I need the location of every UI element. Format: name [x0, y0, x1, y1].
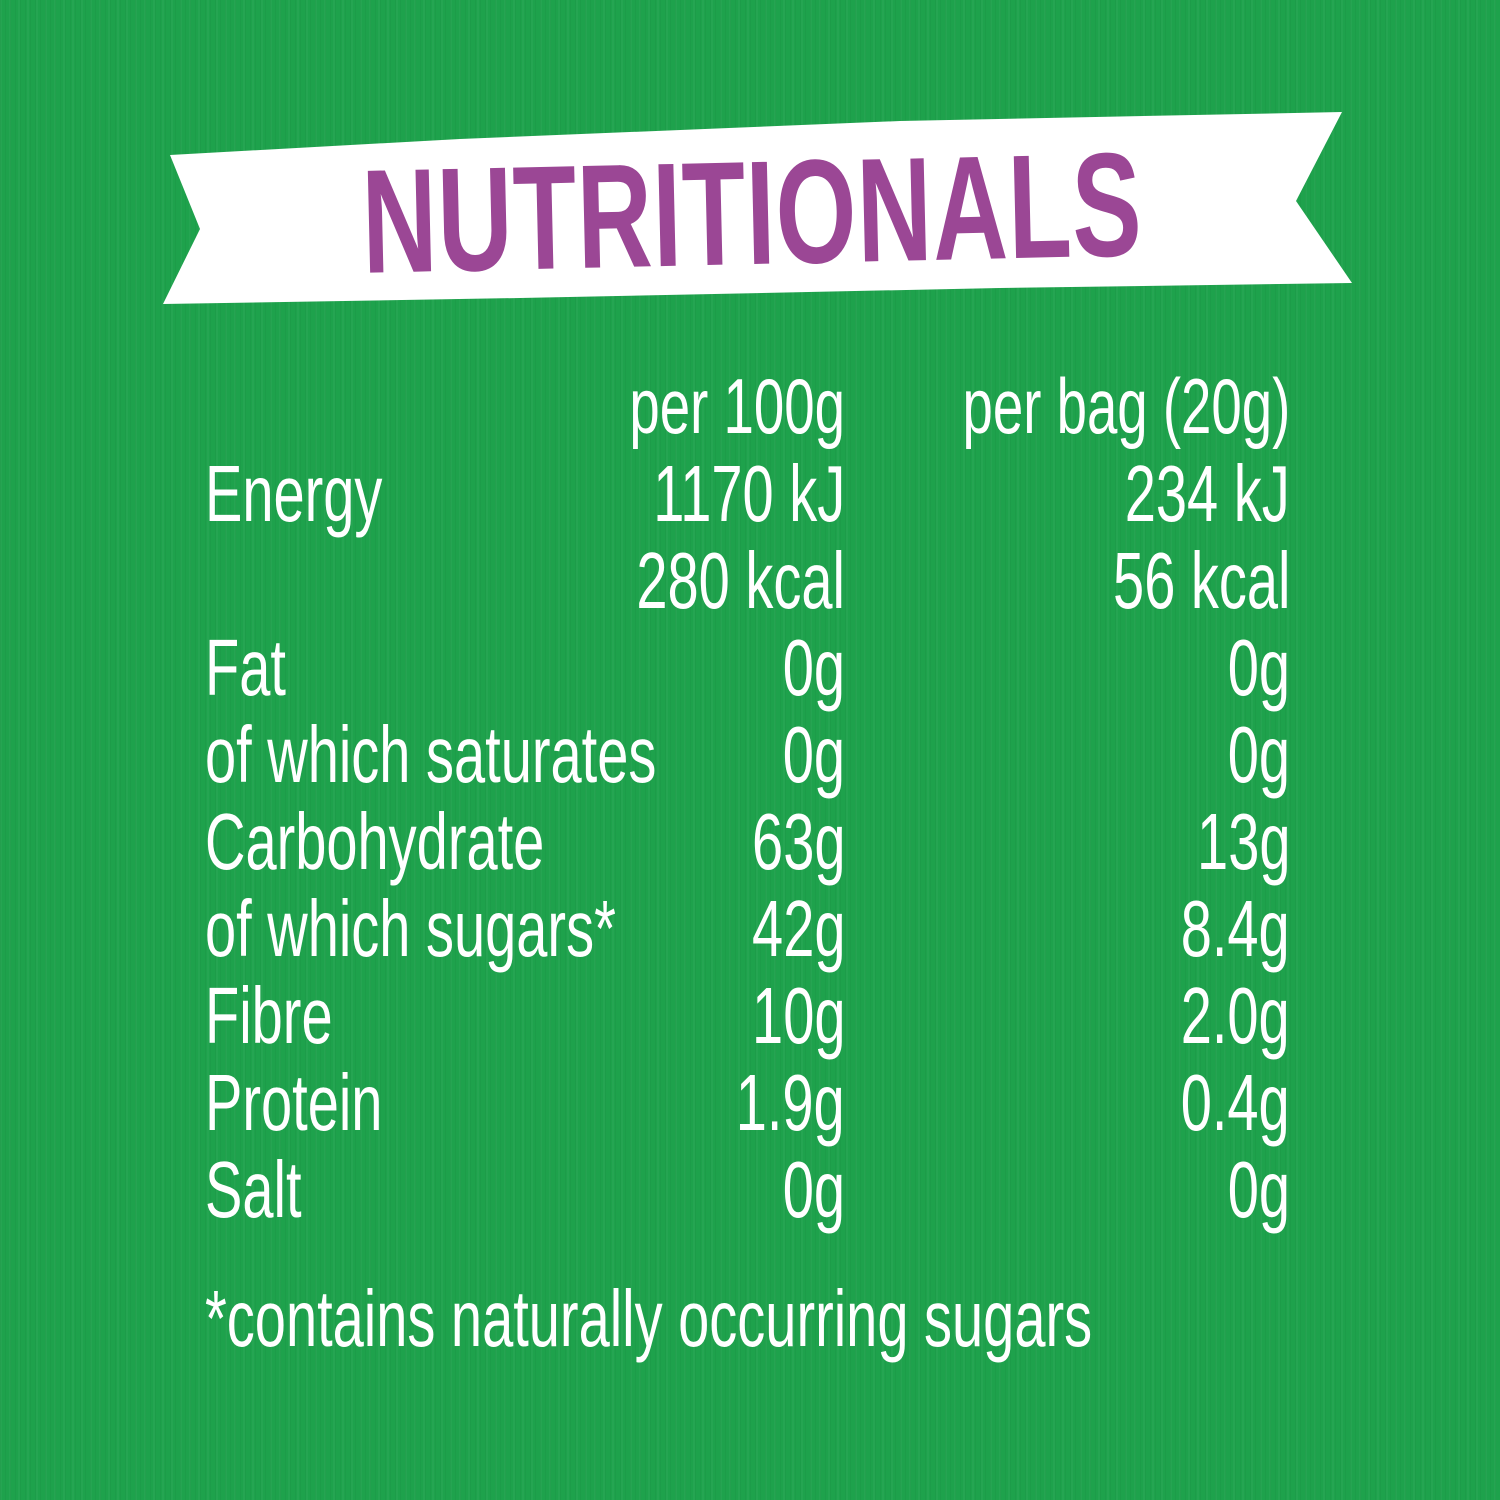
row-label: of which sugars*: [205, 884, 616, 973]
table-row-protein: Protein 1.9g 0.4g: [205, 1059, 1290, 1146]
row-value-per-100g: 280 kcal: [636, 536, 845, 625]
table-row-sugars: of which sugars* 42g 8.4g: [205, 885, 1290, 972]
row-value-per-100g: 0g: [782, 1145, 845, 1234]
table-header-row: per 100g per bag (20g): [205, 363, 1290, 450]
table-row-saturates: of which saturates 0g 0g: [205, 711, 1290, 798]
row-value-per-bag: 0g: [1227, 1145, 1290, 1234]
nutrition-table: per 100g per bag (20g) Energy 1170 kJ 23…: [205, 363, 1290, 1234]
column-header-per-bag: per bag (20g): [962, 362, 1290, 450]
table-row-energy-kj: Energy 1170 kJ 234 kJ: [205, 450, 1290, 537]
row-value-per-100g: 0g: [782, 623, 845, 712]
banner-ribbon: NUTRITIONALS: [163, 112, 1352, 305]
row-value-per-bag: 13g: [1196, 797, 1290, 886]
table-row-fat: Fat 0g 0g: [205, 624, 1290, 711]
table-row-carbohydrate: Carbohydrate 63g 13g: [205, 798, 1290, 885]
row-value-per-bag: 0.4g: [1181, 1058, 1290, 1147]
row-value-per-bag: 2.0g: [1181, 971, 1290, 1060]
banner-ribbon-shape: [163, 112, 1352, 304]
row-value-per-bag: 0g: [1227, 623, 1290, 712]
row-value-per-100g: 0g: [782, 710, 845, 799]
row-label: Salt: [205, 1145, 302, 1234]
row-label: Energy: [205, 449, 383, 538]
row-value-per-bag: 234 kJ: [1125, 449, 1290, 538]
row-label: Fibre: [205, 971, 333, 1060]
row-label: Protein: [205, 1058, 383, 1147]
row-value-per-100g: 1170 kJ: [653, 449, 845, 538]
table-row-energy-kcal: 280 kcal 56 kcal: [205, 537, 1290, 624]
row-value-per-100g: 1.9g: [736, 1058, 845, 1147]
row-value-per-bag: 8.4g: [1181, 884, 1290, 973]
row-value-per-bag: 0g: [1227, 710, 1290, 799]
row-value-per-bag: 56 kcal: [1112, 536, 1290, 625]
row-label: of which saturates: [205, 710, 657, 799]
row-value-per-100g: 63g: [751, 797, 845, 886]
column-header-per-100g: per 100g: [629, 362, 845, 450]
row-value-per-100g: 10g: [751, 971, 845, 1060]
row-label: Carbohydrate: [205, 797, 545, 886]
table-row-salt: Salt 0g 0g: [205, 1146, 1290, 1233]
footnote-naturally-occurring-sugars: *contains naturally occurring sugars: [205, 1274, 1093, 1363]
row-label: Fat: [205, 623, 286, 712]
row-value-per-100g: 42g: [751, 884, 845, 973]
table-row-fibre: Fibre 10g 2.0g: [205, 972, 1290, 1059]
banner-title: NUTRITIONALS: [360, 122, 1144, 305]
